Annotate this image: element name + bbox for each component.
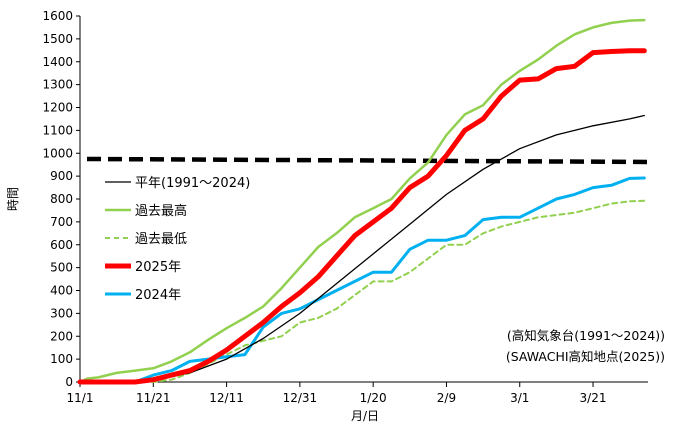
x-tick-label: 2/9 <box>437 391 456 405</box>
legend-label-3: 2025年 <box>135 260 181 275</box>
y-tick-label: 700 <box>50 215 73 229</box>
series-lines <box>77 18 647 385</box>
series-line-3 <box>77 48 647 385</box>
legend-label-4: 2024年 <box>135 288 181 303</box>
x-tick-label: 12/31 <box>283 391 318 405</box>
x-tick-label: 11/21 <box>136 391 171 405</box>
source-note-1: (高知気象台(1991～2024)) <box>507 328 665 343</box>
x-tick-label: 11/1 <box>67 391 94 405</box>
y-tick-label: 400 <box>50 284 73 298</box>
reference-line-group <box>86 156 649 165</box>
y-tick-label: 1300 <box>42 78 73 92</box>
y-axis-ticks: 0 100 200 300 400 500 600 700 800 900 1000 1100 1200… <box>42 9 80 389</box>
y-tick-label: 300 <box>50 306 73 320</box>
y-tick-label: 1000 <box>42 146 73 160</box>
reference-line <box>86 156 649 165</box>
y-tick-label: 800 <box>50 192 73 206</box>
y-tick-label: 900 <box>50 169 73 183</box>
y-tick-label: 100 <box>50 352 73 366</box>
legend-label-2: 過去最低 <box>135 232 187 247</box>
axes <box>79 16 648 383</box>
x-tick-label: 12/11 <box>209 391 244 405</box>
x-axis-title: 月/日 <box>351 409 379 423</box>
y-tick-label: 500 <box>50 261 73 275</box>
series-line-1 <box>78 18 646 384</box>
y-axis-title: 時間 <box>6 187 20 211</box>
x-tick-label: 3/1 <box>510 391 529 405</box>
y-tick-label: 1500 <box>42 32 73 46</box>
y-tick-label: 1400 <box>42 55 73 69</box>
y-tick-label: 200 <box>50 329 73 343</box>
y-tick-label: 600 <box>50 238 73 252</box>
y-tick-label: 1200 <box>42 101 73 115</box>
legend-label-0: 平年(1991～2024) <box>135 176 250 191</box>
y-tick-label: 1100 <box>42 123 73 137</box>
legend-label-1: 過去最高 <box>135 203 187 219</box>
x-tick-label: 3/21 <box>580 391 607 405</box>
x-tick-label: 1/20 <box>360 391 387 405</box>
x-axis-ticks: 11/1 11/21 12/11 12/31 1/20 2/9 3/1 3/21 <box>67 382 607 405</box>
source-note-2: (SAWACHI高知地点(2025)) <box>506 349 665 364</box>
y-tick-label: 0 <box>65 375 73 389</box>
series-line-4 <box>78 176 646 384</box>
y-tick-label: 1600 <box>42 9 73 23</box>
